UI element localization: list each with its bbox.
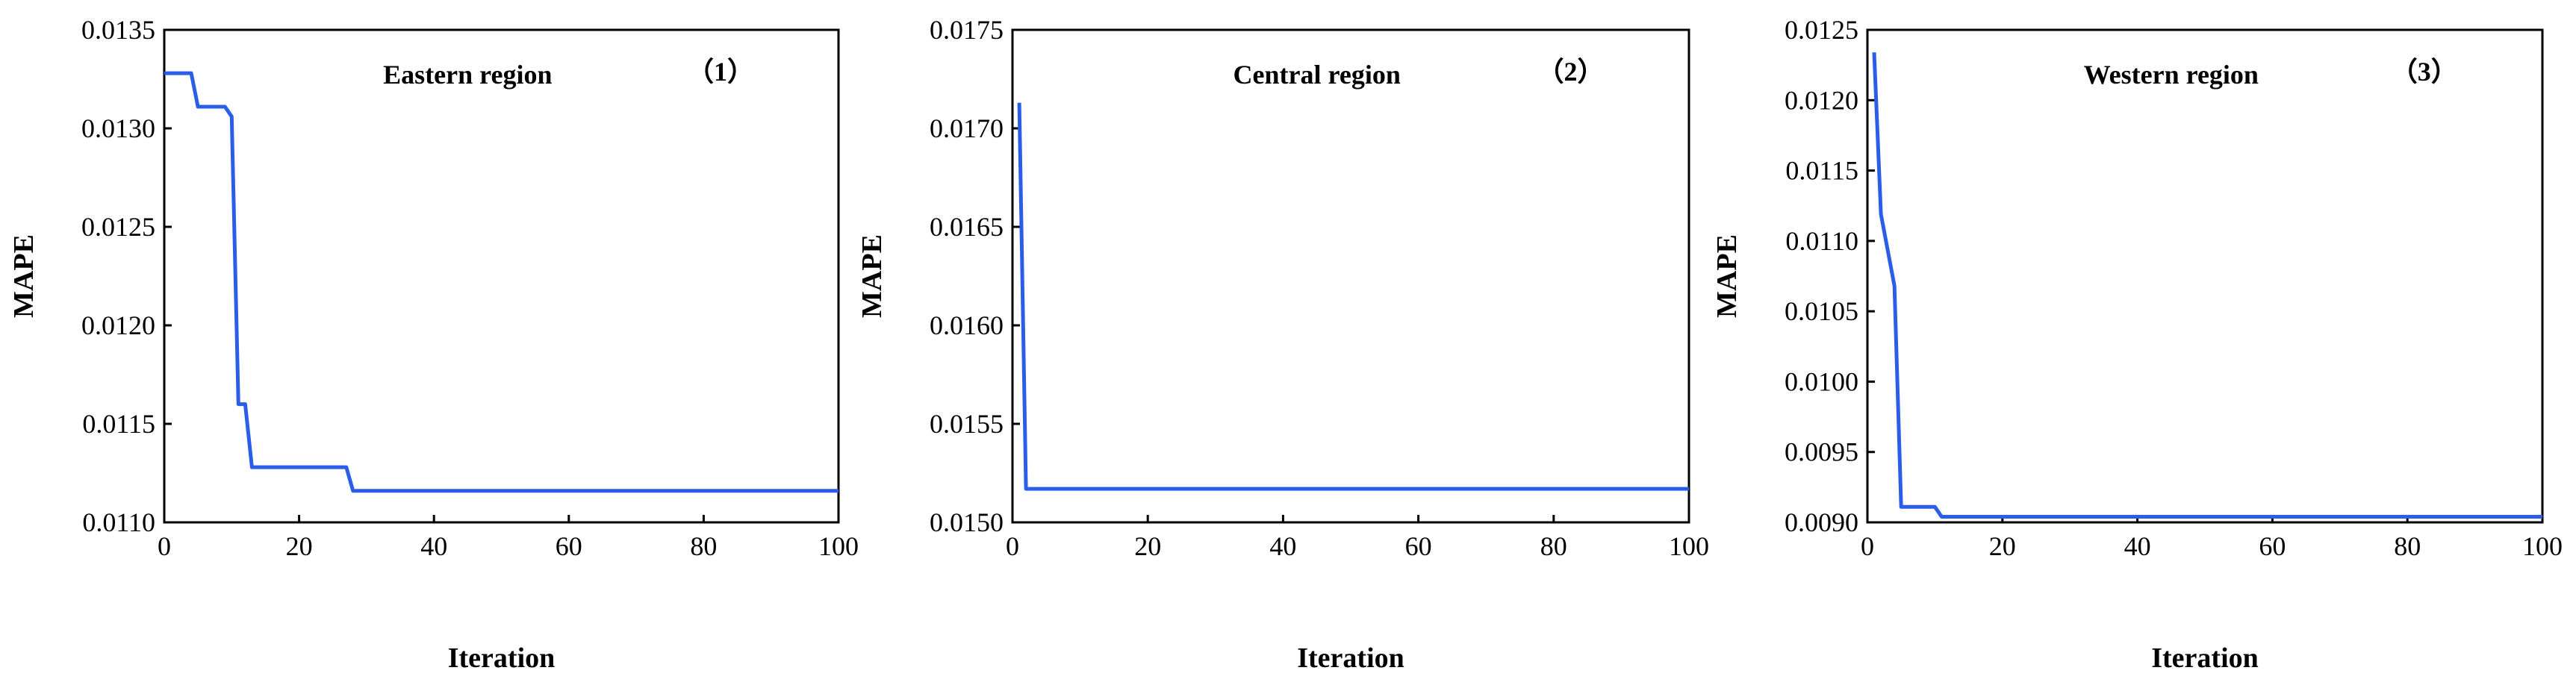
x-tick-label: 100: [818, 531, 859, 561]
y-tick-label: 0.0135: [81, 15, 155, 45]
mape-series-line-3: [1872, 52, 2542, 519]
y-axis-label-2: MAPE: [856, 234, 888, 318]
y-tick-label: 0.0090: [1785, 507, 1858, 537]
y-tick-label: 0.0170: [930, 113, 1004, 143]
x-tick-label: 60: [2259, 531, 2286, 561]
plot-frame-1: [163, 28, 840, 524]
y-tick-label: 0.0160: [930, 310, 1004, 340]
y-tick-label: 0.0155: [930, 409, 1004, 439]
y-tick-label: 0.0095: [1785, 437, 1858, 467]
x-tick-label: 40: [420, 531, 447, 561]
chart-panel-1: 0 20 40 60 80 100 0.0110 0.0115 0.0120 0.0125 0.01…: [8, 15, 859, 674]
x-tick-label: 0: [1861, 531, 1874, 561]
plot-frame-3: [1866, 28, 2544, 524]
chart-title-3: Western region: [2084, 60, 2259, 90]
y-tick-label: 0.0165: [930, 212, 1004, 242]
x-tick-label: 60: [1405, 531, 1432, 561]
y-tick-label: 0.0120: [81, 310, 155, 340]
y-axis-label-1: MAPE: [8, 234, 40, 318]
mape-series-line-2: [1017, 102, 1689, 491]
x-tick-label: 40: [1269, 531, 1296, 561]
chart-title-2: Central region: [1233, 60, 1401, 90]
y-tick-label: 0.0100: [1785, 366, 1858, 396]
x-tick-label: 40: [2124, 531, 2151, 561]
y-tick-label: 0.0115: [82, 409, 155, 439]
y-tick-label: 0.0115: [1785, 156, 1858, 186]
x-tick-label: 20: [1134, 531, 1161, 561]
panel-label-1: （1）: [687, 57, 754, 87]
y-tick-label: 0.0125: [81, 212, 155, 242]
y-tick-label: 0.0110: [82, 507, 155, 537]
y-tick-label: 0.0130: [81, 113, 155, 143]
x-tick-label: 60: [556, 531, 582, 561]
mape-series-line-1: [164, 71, 839, 493]
x-axis-label-3: Iteration: [2151, 642, 2259, 674]
y-tick-label: 0.0150: [930, 507, 1004, 537]
x-tick-label: 80: [1540, 531, 1567, 561]
plot-frame-2: [1011, 28, 1690, 524]
y-axis-label-3: MAPE: [1711, 234, 1743, 318]
x-tick-label: 0: [1006, 531, 1019, 561]
x-tick-label: 80: [2394, 531, 2421, 561]
x-tick-label: 100: [2522, 531, 2563, 561]
x-tick-label: 80: [690, 531, 717, 561]
y-tick-label: 0.0110: [1785, 226, 1858, 256]
y-tick-label: 0.0120: [1785, 85, 1858, 115]
x-tick-label: 0: [158, 531, 171, 561]
panel-label-2: （2）: [1537, 57, 1604, 87]
y-tick-label: 0.0125: [1785, 15, 1858, 45]
y-tick-label: 0.0105: [1785, 296, 1858, 326]
x-axis-label-2: Iteration: [1297, 642, 1404, 674]
x-tick-label: 20: [1989, 531, 2016, 561]
x-tick-label: 20: [286, 531, 313, 561]
panel-label-3: （3）: [2391, 57, 2458, 87]
chart-panel-2: 0 20 40 60 80 100 0.0150 0.0155 0.0160 0.0165 0.01…: [856, 15, 1709, 674]
chart-panel-3: 0 20 40 60 80 100 0.0090 0.0095 0.0100 0.0105 0.01…: [1711, 15, 2563, 674]
chart-title-1: Eastern region: [383, 60, 552, 90]
y-tick-label: 0.0175: [930, 15, 1004, 45]
x-tick-label: 100: [1669, 531, 1709, 561]
x-axis-label-1: Iteration: [448, 642, 556, 674]
